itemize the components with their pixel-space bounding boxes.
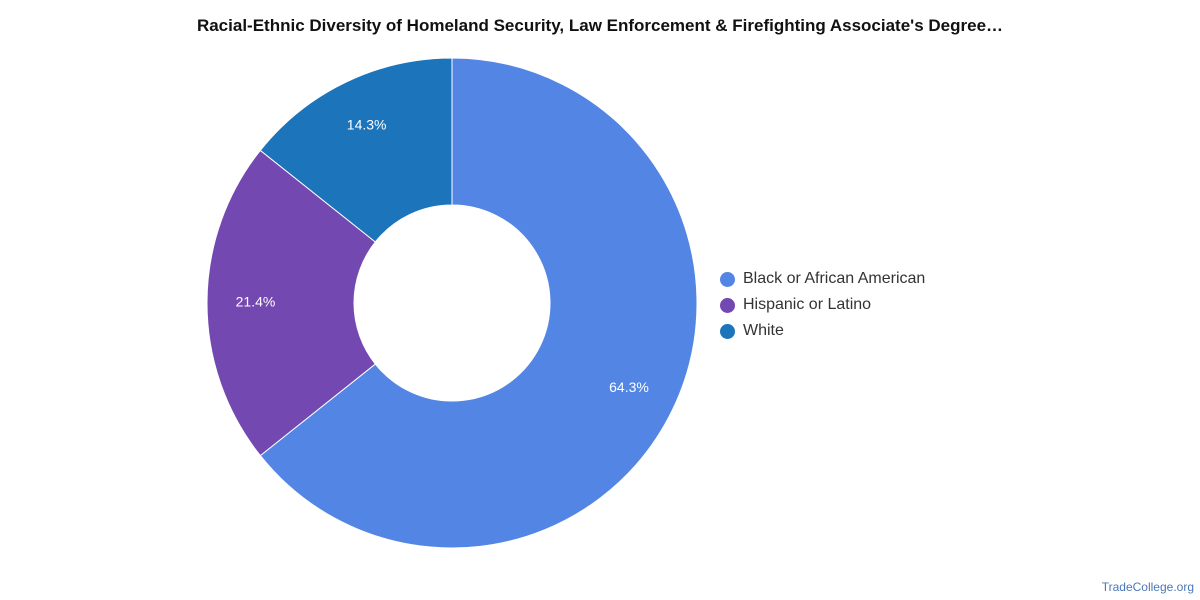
slice-white[interactable] bbox=[259, 57, 453, 243]
slice-black-or-african-american[interactable] bbox=[259, 57, 698, 549]
legend-item-black-or-african-american[interactable]: Black or African American bbox=[720, 266, 925, 292]
legend-item-hispanic-or-latino[interactable]: Hispanic or Latino bbox=[720, 292, 925, 318]
source-credit[interactable]: TradeCollege.org bbox=[1101, 580, 1194, 594]
chart-legend: Black or African American Hispanic or La… bbox=[720, 266, 925, 344]
slice-hispanic-or-latino[interactable] bbox=[206, 149, 377, 457]
chart-title: Racial-Ethnic Diversity of Homeland Secu… bbox=[196, 16, 1004, 35]
legend-swatch-black-or-african-american bbox=[720, 271, 735, 287]
slice-label-hispanic-or-latino: 21.4% bbox=[236, 294, 276, 310]
legend-label-black-or-african-american: Black or African American bbox=[743, 270, 926, 287]
slice-label-white: 14.3% bbox=[347, 117, 387, 133]
legend-label-hispanic-or-latino: Hispanic or Latino bbox=[743, 296, 872, 313]
legend-item-white[interactable]: White bbox=[720, 318, 925, 344]
legend-swatch-white bbox=[720, 323, 735, 339]
legend-label-white: White bbox=[743, 322, 784, 339]
slice-label-black-or-african-american: 64.3% bbox=[609, 379, 649, 395]
legend-swatch-hispanic-or-latino bbox=[720, 297, 735, 313]
